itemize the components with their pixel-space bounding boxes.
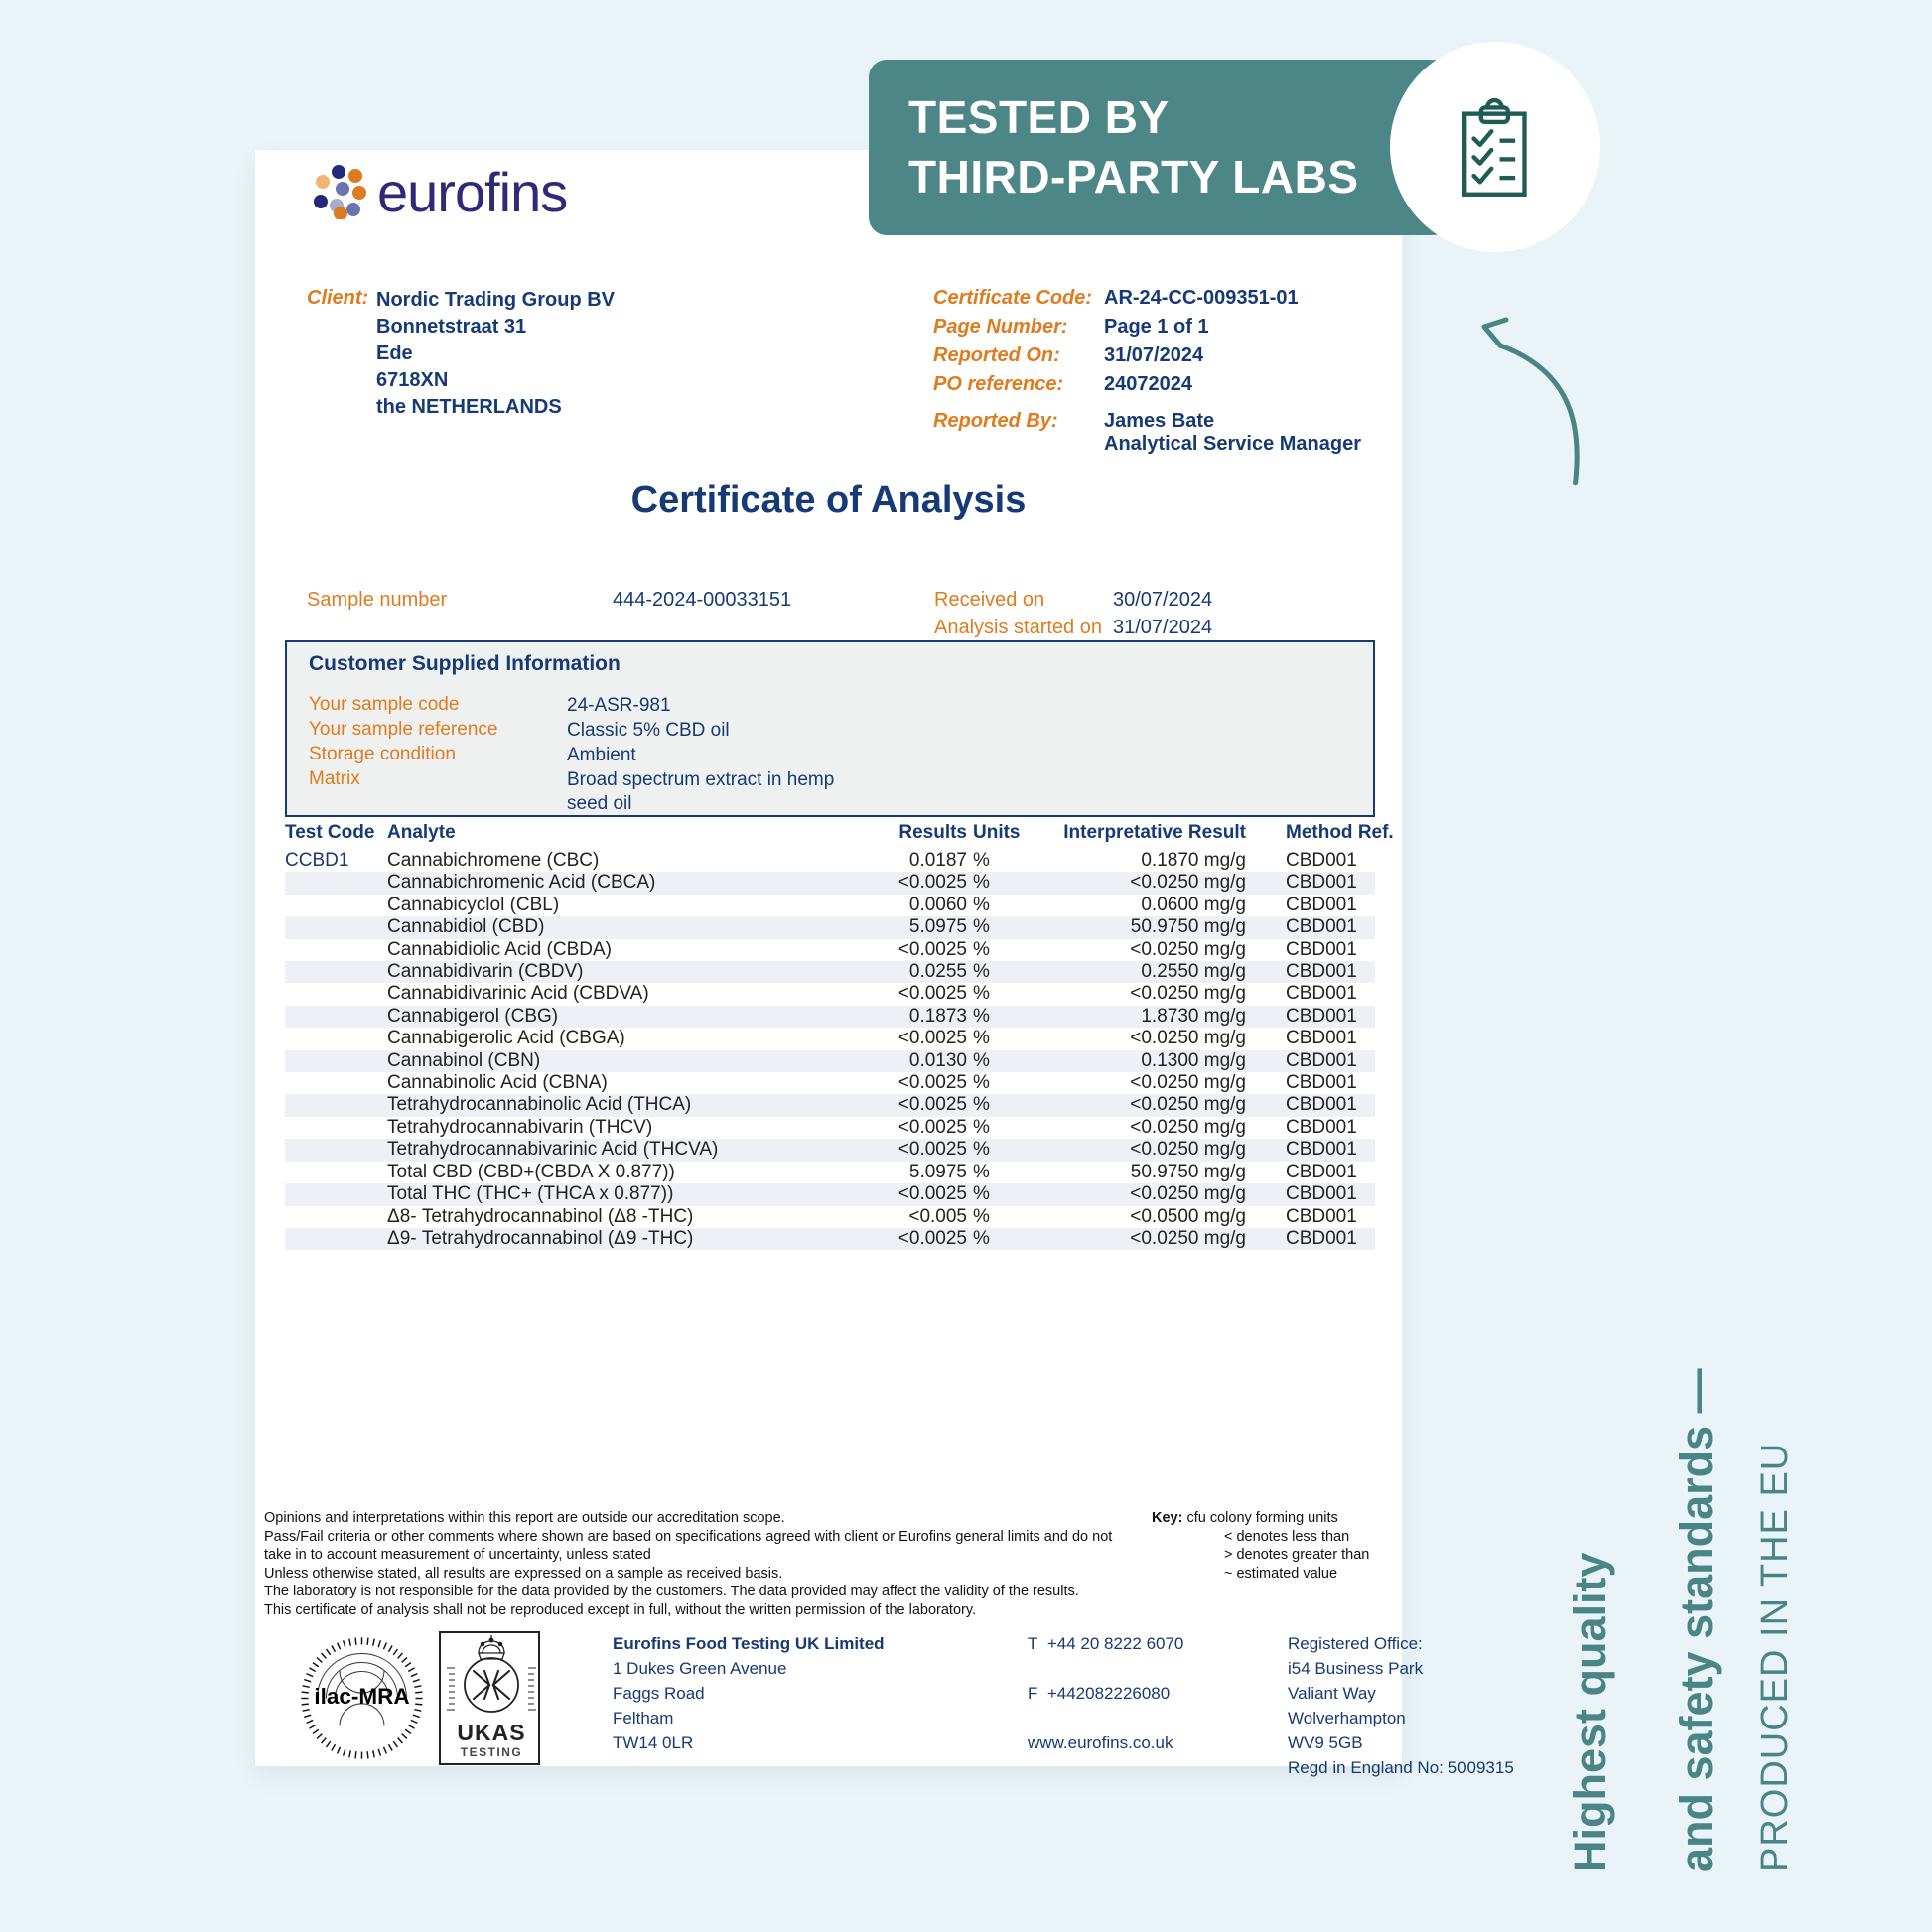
svg-text:UKAS: UKAS [457,1720,525,1745]
svg-text:ilac-MRA: ilac-MRA [314,1684,409,1709]
svg-text:TESTING: TESTING [461,1745,523,1759]
